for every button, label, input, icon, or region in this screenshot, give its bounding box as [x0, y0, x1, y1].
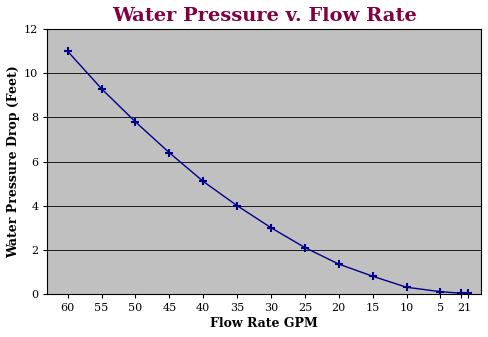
X-axis label: Flow Rate GPM: Flow Rate GPM [210, 317, 318, 330]
Y-axis label: Water Pressure Drop (Feet): Water Pressure Drop (Feet) [7, 65, 20, 258]
Title: Water Pressure v. Flow Rate: Water Pressure v. Flow Rate [112, 7, 417, 25]
